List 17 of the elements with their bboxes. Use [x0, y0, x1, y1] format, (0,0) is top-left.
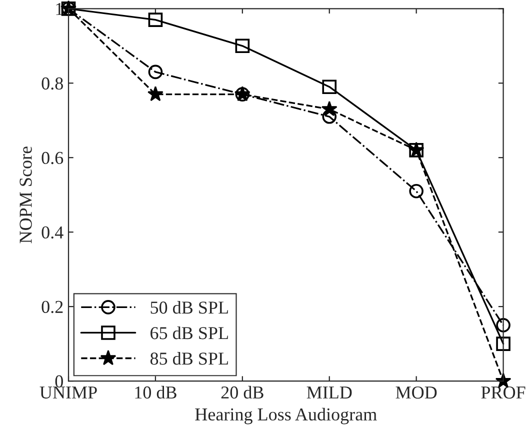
x-tick-label: PROF	[481, 386, 526, 399]
x-tick-label: 10 dB	[135, 386, 176, 399]
x-tick-label: MOD	[396, 386, 437, 399]
y-tick-label: 1	[56, 3, 63, 15]
y-tick-label: 0.4	[42, 226, 64, 239]
y-tick-label: 0.6	[42, 152, 64, 164]
y-tick-label: 0.8	[42, 77, 63, 90]
y-tick-label: 0	[55, 375, 63, 388]
legend-label: 85 dB SPL	[150, 352, 228, 365]
x-tick-label: MILD	[306, 386, 352, 398]
legend-label: 50 dB SPL	[150, 301, 228, 314]
x-tick-label: 20 dB	[221, 386, 264, 399]
legend-label: 65 dB SPL	[150, 326, 228, 340]
x-tick-label: UNIMP	[40, 386, 97, 399]
y-axis-title: NOPM Score	[20, 146, 32, 244]
x-axis-title: Hearing Loss Audiogram	[195, 408, 377, 424]
y-tick-label: 0.2	[42, 300, 63, 314]
